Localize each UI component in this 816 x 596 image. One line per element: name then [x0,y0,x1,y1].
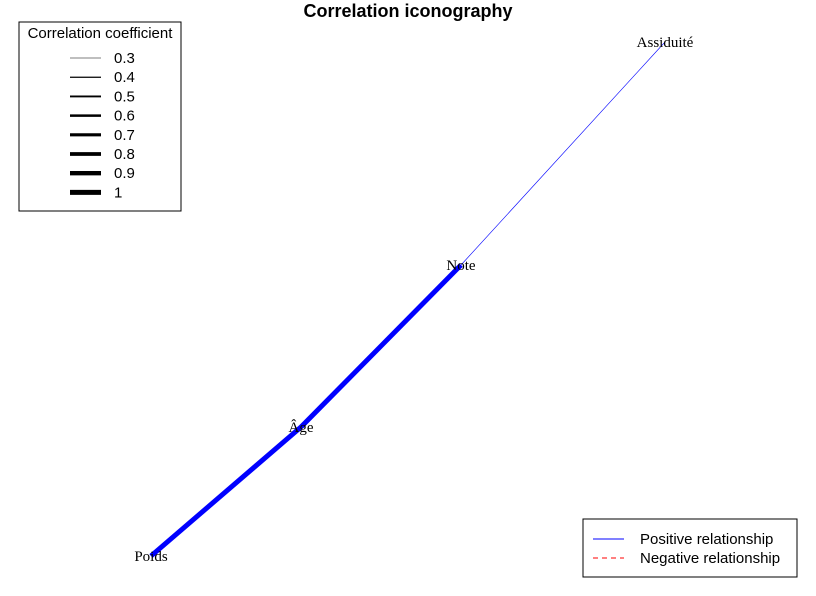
width-legend-label-0.6: 0.6 [114,108,135,125]
width-legend-label-0.4: 0.4 [114,69,135,86]
node-label-note: Note [446,258,476,274]
diagram-title: Correlation iconography [303,1,512,21]
width-legend-label-0.3: 0.3 [114,50,135,67]
nodes-layer: Poids Âge Note Assiduité [134,35,693,565]
node-label-assiduite: Assiduité [637,35,694,51]
sign-legend-frame [582,518,798,578]
sign-legend-label-0: Positive relationship [640,531,773,548]
node-label-age: Âge [289,419,314,436]
width-legend-label-0.8: 0.8 [114,146,135,163]
node-label-poids: Poids [134,549,168,565]
width-legend-label-0.7: 0.7 [114,127,135,144]
sign-legend: Positive relationship Negative relationsh… [582,518,798,578]
width-legend-label-0.5: 0.5 [114,88,135,105]
edge-poids-age [149,425,303,558]
sign-legend-label-1: Negative relationship [640,550,780,567]
edge-age-note [299,263,463,429]
edges-layer [149,41,666,558]
width-legend: Correlation coefficient 0.3 0.4 0.5 0.6 0.7 0… [18,21,182,212]
edge-note-assiduite [460,41,666,266]
width-legend-label-0.9: 0.9 [114,165,135,182]
width-legend-label-1: 1 [114,184,122,201]
width-legend-title: Correlation coefficient [28,25,174,42]
